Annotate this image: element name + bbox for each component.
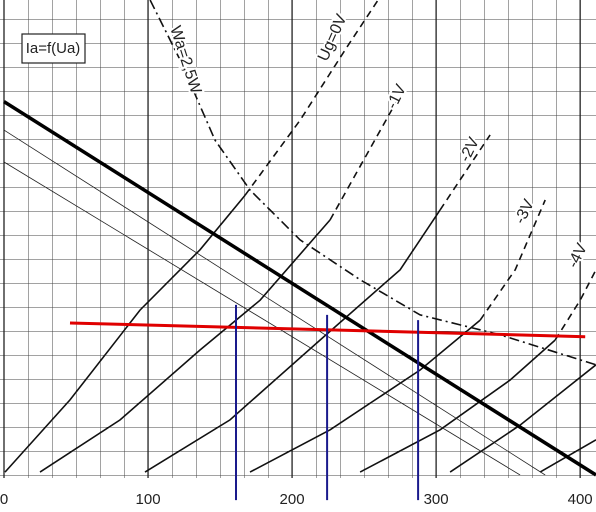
x-tick-label: 400 <box>568 491 593 508</box>
title-box <box>21 33 86 64</box>
line <box>3 161 521 476</box>
x-tick-label: 300 <box>424 491 449 508</box>
line <box>244 0 379 196</box>
x-tick-label: 0 <box>0 491 8 508</box>
chart-title: Ia=f(Ua) <box>26 40 81 57</box>
line <box>439 134 491 211</box>
line <box>249 319 481 473</box>
line <box>554 269 596 341</box>
x-tick-label: 100 <box>136 491 161 508</box>
line <box>3 100 596 477</box>
x-tick-label: 200 <box>280 491 305 508</box>
line <box>3 129 546 476</box>
line <box>4 194 246 473</box>
line <box>479 199 546 321</box>
line <box>149 0 596 366</box>
line <box>39 219 331 473</box>
grid-background <box>0 0 596 478</box>
line <box>144 209 441 473</box>
line <box>359 339 556 473</box>
